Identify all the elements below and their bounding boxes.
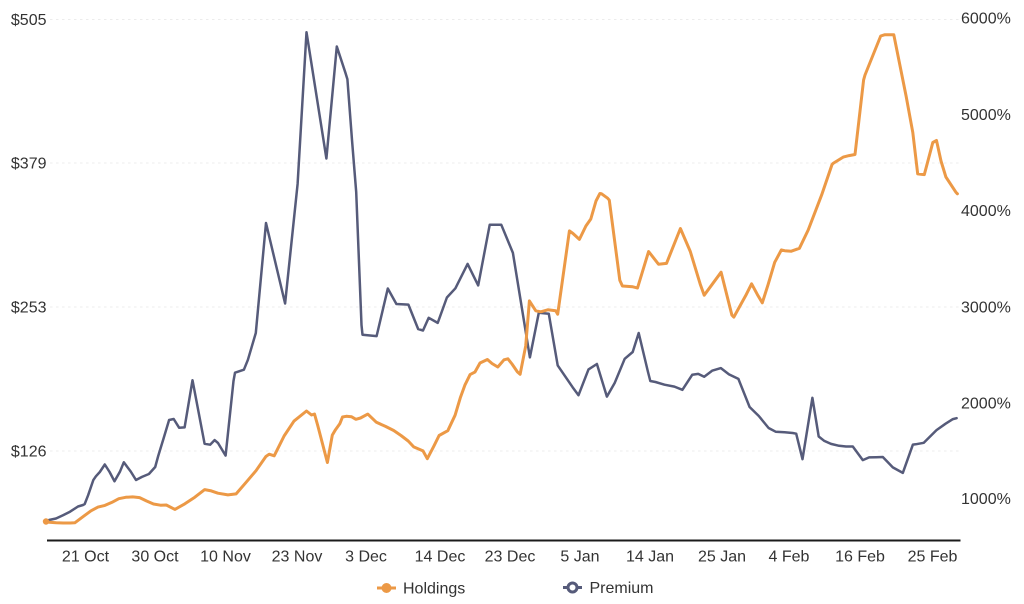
svg-text:6000%: 6000% [961, 11, 1011, 28]
svg-text:5 Jan: 5 Jan [560, 549, 599, 566]
svg-text:3000%: 3000% [961, 300, 1011, 317]
svg-text:5000%: 5000% [961, 107, 1011, 124]
svg-text:14 Dec: 14 Dec [415, 549, 466, 566]
svg-text:30 Oct: 30 Oct [131, 549, 179, 566]
svg-text:23 Nov: 23 Nov [272, 549, 323, 566]
svg-text:25 Feb: 25 Feb [908, 549, 958, 566]
svg-text:16 Feb: 16 Feb [835, 549, 885, 566]
svg-text:$379: $379 [11, 156, 47, 173]
svg-text:4000%: 4000% [961, 203, 1011, 220]
svg-text:10 Nov: 10 Nov [200, 549, 251, 566]
svg-text:Holdings: Holdings [403, 581, 465, 598]
svg-text:23 Dec: 23 Dec [485, 549, 536, 566]
svg-text:21 Oct: 21 Oct [62, 549, 110, 566]
svg-text:1000%: 1000% [961, 491, 1011, 508]
svg-text:4 Feb: 4 Feb [769, 549, 810, 566]
svg-text:25 Jan: 25 Jan [698, 549, 746, 566]
svg-text:$505: $505 [11, 12, 47, 29]
svg-text:3 Dec: 3 Dec [345, 549, 387, 566]
svg-text:2000%: 2000% [961, 396, 1011, 413]
svg-text:$253: $253 [11, 300, 47, 317]
svg-text:14 Jan: 14 Jan [626, 549, 674, 566]
svg-text:$126: $126 [11, 444, 47, 461]
svg-text:Premium: Premium [590, 580, 654, 597]
